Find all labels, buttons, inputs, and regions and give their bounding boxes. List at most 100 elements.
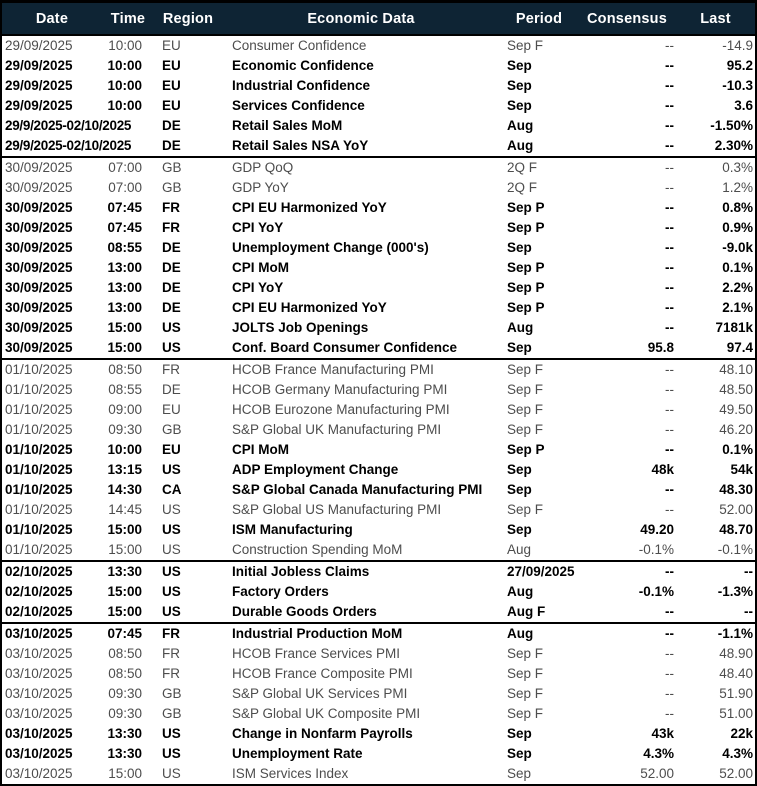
region-cell: US: [162, 522, 181, 537]
consensus-cell: --: [665, 38, 674, 53]
time-cell: 10:00: [107, 98, 142, 113]
table-row: 03/10/2025 09:30 GB S&P Global UK Services …: [2, 684, 755, 704]
table-row: 01/10/2025 09:00 EU HCOB Eurozone Manufactu…: [2, 400, 755, 420]
last-cell: 0.1%: [722, 260, 753, 275]
time-cell: 10:00: [108, 38, 142, 53]
period-cell: Sep: [507, 340, 532, 355]
last-cell: 48.70: [719, 522, 753, 537]
consensus-cell: --: [665, 382, 674, 397]
time-cell: 07:45: [102, 622, 154, 644]
consensus-cell: --: [665, 300, 674, 315]
date-cell: 29/09/2025: [5, 98, 73, 113]
region-cell: EU: [162, 98, 181, 113]
last-cell: 7181k: [715, 320, 753, 335]
period-cell: Sep P: [507, 260, 545, 275]
event-cell: CPI EU Harmonized YoY: [232, 200, 387, 215]
region-cell: CA: [162, 482, 182, 497]
last-cell: 1.2%: [722, 180, 753, 195]
region-cell: US: [162, 462, 181, 477]
consensus-cell: 48k: [651, 462, 674, 477]
period-cell: Sep P: [507, 442, 545, 457]
period-cell: Sep F: [507, 422, 544, 437]
region-cell: GB: [162, 706, 182, 721]
event-cell: Industrial Production MoM: [222, 622, 500, 644]
date-cell: 01/10/2025: [5, 442, 73, 457]
table-header: Date Time Region Economic Data Period Co…: [2, 3, 755, 36]
time-cell: 15:00: [107, 584, 142, 599]
table-row: 30/09/2025 07:00 GB GDP QoQ 2Q F -- 0.3%: [2, 156, 755, 178]
consensus-cell: 95.8: [647, 340, 674, 355]
event-cell: Initial Jobless Claims: [222, 560, 500, 582]
period-cell: Sep F: [507, 402, 544, 417]
region-cell: DE: [162, 118, 181, 133]
header-economic-data: Economic Data: [222, 3, 500, 36]
consensus-cell: 4.3%: [643, 746, 674, 761]
region-cell: EU: [162, 38, 181, 53]
event-cell: Economic Confidence: [232, 58, 374, 73]
last-cell: 2.2%: [722, 280, 753, 295]
table-row: 02/10/2025 15:00 US Factory Orders Aug -0.1% -…: [2, 582, 755, 602]
time-cell: 08:55: [108, 382, 142, 397]
header-period: Period: [500, 3, 578, 36]
event-cell: GDP QoQ: [222, 156, 500, 178]
date-cell: 02/10/2025: [5, 604, 73, 619]
date-cell: 01/10/2025: [5, 382, 73, 397]
table-row: 01/10/2025 08:50 FR HCOB France Manufacturi…: [2, 358, 755, 380]
table-row: 30/09/2025 13:00 DE CPI EU Harmonized YoY Se…: [2, 298, 755, 318]
table-row: 30/09/2025 08:55 DE Unemployment Change (00…: [2, 238, 755, 258]
table-row: 02/10/2025 15:00 US Durable Goods Orders Aug…: [2, 602, 755, 623]
consensus-cell: 49.20: [640, 522, 674, 537]
time-cell: 07:00: [108, 180, 142, 195]
last-cell: 3.6: [734, 98, 753, 113]
period-cell: Sep: [507, 98, 532, 113]
event-cell: Services Confidence: [232, 98, 365, 113]
time-cell: 08:50: [108, 646, 142, 661]
event-cell: CPI MoM: [232, 442, 289, 457]
last-cell: 0.1%: [722, 442, 753, 457]
consensus-cell: --: [665, 78, 674, 93]
consensus-cell: 52.00: [640, 766, 674, 781]
consensus-cell: --: [665, 442, 674, 457]
date-cell: 30/09/2025: [5, 300, 73, 315]
header-date: Date: [2, 3, 102, 36]
event-cell: CPI MoM: [232, 260, 289, 275]
last-cell: -1.1%: [676, 622, 755, 644]
period-cell: Sep F: [507, 666, 544, 681]
time-cell: 13:30: [107, 726, 142, 741]
event-cell: JOLTS Job Openings: [232, 320, 369, 335]
event-cell: Industrial Confidence: [232, 78, 371, 93]
region-cell: US: [154, 560, 222, 582]
event-cell: CPI YoY: [232, 280, 284, 295]
date-cell: 02/10/2025: [5, 584, 73, 599]
header-consensus: Consensus: [578, 3, 676, 36]
time-cell: 08:50: [102, 358, 154, 380]
date-cell: 30/09/2025: [5, 260, 73, 275]
event-cell: S&P Global UK Manufacturing PMI: [232, 422, 442, 437]
date-cell: 29/09/2025: [5, 58, 73, 73]
period-cell: 27/09/2025: [500, 560, 578, 582]
date-cell: 03/10/2025: [5, 726, 73, 741]
consensus-cell: --: [578, 622, 676, 644]
consensus-cell: --: [665, 180, 674, 195]
last-cell: 4.3%: [722, 746, 753, 761]
consensus-cell: --: [665, 220, 674, 235]
region-cell: US: [162, 726, 181, 741]
date-cell: 30/09/2025: [5, 240, 73, 255]
region-cell: FR: [162, 220, 180, 235]
time-cell: 08:55: [107, 240, 142, 255]
last-cell: 46.20: [719, 422, 753, 437]
last-cell: 97.4: [726, 340, 753, 355]
time-cell: 15:00: [108, 542, 142, 557]
table-row: 01/10/2025 14:30 CA S&P Global Canada Manuf…: [2, 480, 755, 500]
region-cell: FR: [162, 200, 180, 215]
time-cell: 10:00: [107, 78, 142, 93]
event-cell: Change in Nonfarm Payrolls: [232, 726, 413, 741]
consensus-cell: -0.1%: [638, 584, 674, 599]
last-cell: 95.2: [726, 58, 753, 73]
region-cell: FR: [162, 646, 180, 661]
table-row: 30/09/2025 07:00 GB GDP YoY 2Q F -- 1.2%: [2, 178, 755, 198]
table-row: 29/9/2025-02/10/2025 DE Retail Sales NSA Y…: [2, 136, 755, 157]
region-cell: EU: [162, 78, 181, 93]
table-row: 30/09/2025 13:00 DE CPI YoY Sep P -- 2.2%: [2, 278, 755, 298]
calendar-table: Date Time Region Economic Data Period Co…: [2, 3, 755, 784]
